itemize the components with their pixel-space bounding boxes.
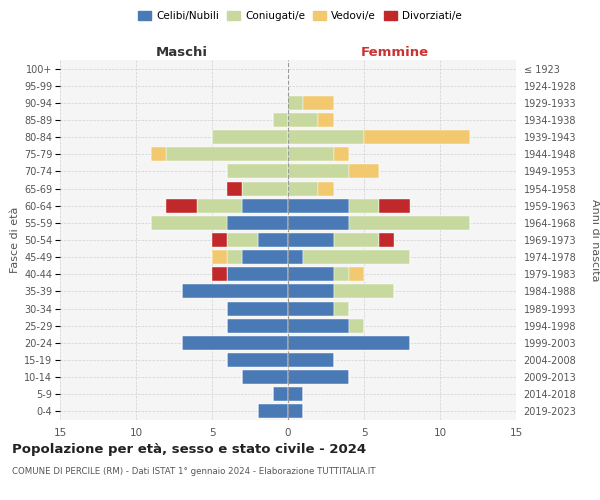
Bar (227, 250, 242, 264)
Bar (334, 284, 394, 298)
Bar (212, 233, 227, 247)
Text: Maschi: Maschi (155, 46, 208, 59)
Bar (273, 113, 288, 127)
Bar (227, 268, 288, 281)
Bar (303, 250, 410, 264)
Bar (288, 233, 334, 247)
Bar (349, 268, 364, 281)
Bar (288, 388, 303, 402)
Bar (227, 318, 288, 332)
Bar (288, 250, 303, 264)
Bar (334, 302, 349, 316)
Bar (288, 113, 319, 127)
Y-axis label: Fasce di età: Fasce di età (10, 207, 20, 273)
Bar (212, 250, 227, 264)
Bar (242, 198, 288, 212)
Bar (242, 182, 288, 196)
Bar (212, 268, 227, 281)
Text: COMUNE DI PERCILE (RM) - Dati ISTAT 1° gennaio 2024 - Elaborazione TUTTITALIA.IT: COMUNE DI PERCILE (RM) - Dati ISTAT 1° g… (12, 468, 376, 476)
Bar (288, 198, 349, 212)
Bar (273, 388, 288, 402)
Bar (349, 216, 470, 230)
Bar (319, 182, 334, 196)
Legend: Celibi/Nubili, Coniugati/e, Vedovi/e, Divorziati/e: Celibi/Nubili, Coniugati/e, Vedovi/e, Di… (135, 8, 465, 24)
Bar (288, 353, 334, 367)
Bar (212, 130, 288, 144)
Bar (288, 130, 364, 144)
Bar (227, 164, 288, 178)
Bar (288, 336, 410, 350)
Bar (349, 164, 379, 178)
Bar (288, 216, 349, 230)
Bar (288, 164, 349, 178)
Bar (227, 182, 242, 196)
Text: Popolazione per età, sesso e stato civile - 2024: Popolazione per età, sesso e stato civil… (12, 442, 366, 456)
Bar (303, 96, 334, 110)
Bar (227, 302, 288, 316)
Bar (166, 148, 288, 162)
Bar (288, 302, 334, 316)
Bar (242, 370, 288, 384)
Bar (227, 353, 288, 367)
Bar (334, 268, 349, 281)
Bar (288, 182, 319, 196)
Bar (379, 198, 410, 212)
Bar (288, 404, 303, 418)
Bar (182, 284, 288, 298)
Bar (288, 284, 334, 298)
Bar (288, 268, 334, 281)
Bar (349, 198, 379, 212)
Bar (288, 370, 349, 384)
Bar (227, 216, 288, 230)
Bar (151, 148, 166, 162)
Bar (166, 198, 197, 212)
Bar (197, 198, 242, 212)
Bar (288, 96, 303, 110)
Bar (182, 336, 288, 350)
Bar (334, 233, 379, 247)
Bar (364, 130, 470, 144)
Bar (242, 250, 288, 264)
Bar (151, 216, 227, 230)
Bar (288, 148, 334, 162)
Bar (349, 318, 364, 332)
Bar (227, 233, 257, 247)
Bar (288, 318, 349, 332)
Bar (257, 233, 288, 247)
Bar (379, 233, 394, 247)
Bar (334, 148, 349, 162)
Text: Femmine: Femmine (361, 46, 428, 59)
Bar (257, 404, 288, 418)
Bar (319, 113, 334, 127)
Y-axis label: Anni di nascita: Anni di nascita (590, 198, 600, 281)
